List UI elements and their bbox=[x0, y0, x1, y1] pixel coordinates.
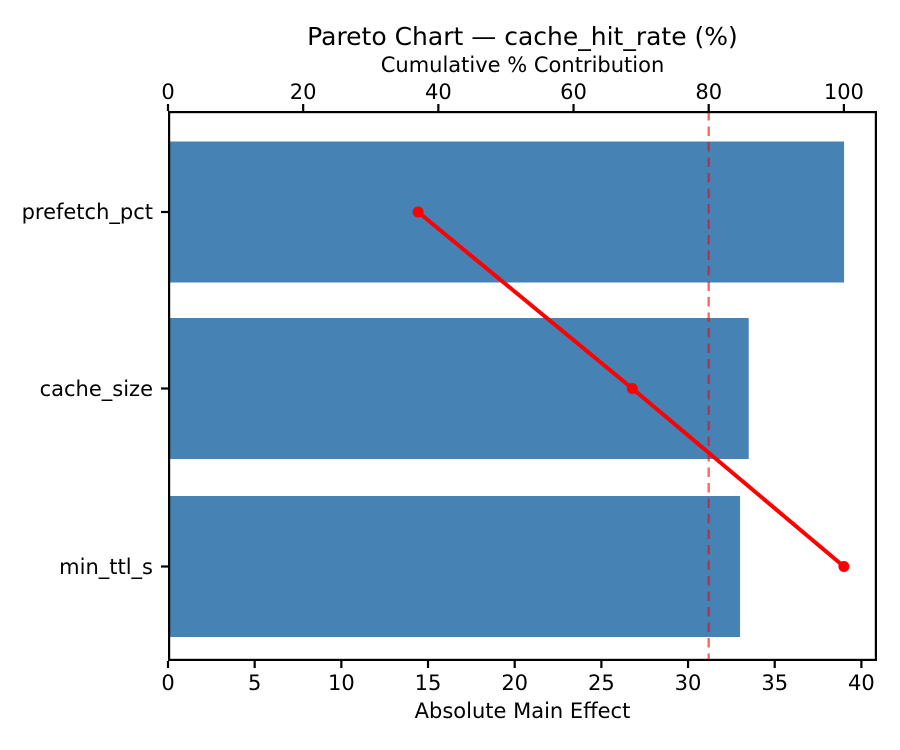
category-label-cache_size: cache_size bbox=[39, 376, 153, 401]
bottom-tick-label: 20 bbox=[501, 671, 529, 695]
bottom-tick-label: 15 bbox=[414, 671, 442, 695]
top-tick-label: 0 bbox=[161, 80, 175, 104]
bottom-tick-label: 5 bbox=[247, 671, 262, 695]
bottom-axis-label: Absolute Main Effect bbox=[414, 699, 631, 723]
top-tick-label: 20 bbox=[289, 80, 317, 104]
bar-min_ttl_s bbox=[168, 496, 741, 637]
bar-cache_size bbox=[168, 318, 749, 459]
category-label-prefetch_pct: prefetch_pct bbox=[21, 200, 153, 224]
bottom-tick-label: 35 bbox=[761, 671, 789, 695]
cumulative-marker bbox=[838, 561, 850, 572]
chart-title: Pareto Chart — cache_hit_rate (%) bbox=[307, 22, 738, 51]
bottom-tick-label: 0 bbox=[161, 671, 175, 695]
top-tick-label: 60 bbox=[560, 80, 587, 104]
plot-border bbox=[168, 111, 877, 661]
cumulative-marker bbox=[412, 206, 424, 218]
cumulative-marker bbox=[626, 383, 638, 394]
bar-prefetch_pct bbox=[168, 141, 845, 283]
bottom-tick-label: 10 bbox=[327, 671, 355, 695]
top-axis-label: Cumulative % Contribution bbox=[380, 53, 665, 77]
top-tick-label: 40 bbox=[424, 80, 452, 104]
plot-area bbox=[161, 104, 877, 668]
top-tick-label: 80 bbox=[695, 80, 723, 104]
bottom-tick-label: 30 bbox=[674, 671, 702, 695]
bottom-tick-label: 25 bbox=[587, 671, 615, 695]
top-tick-label: 100 bbox=[823, 80, 864, 104]
category-label-min_ttl_s: min_ttl_s bbox=[59, 554, 153, 579]
bottom-tick-label: 40 bbox=[848, 671, 875, 695]
